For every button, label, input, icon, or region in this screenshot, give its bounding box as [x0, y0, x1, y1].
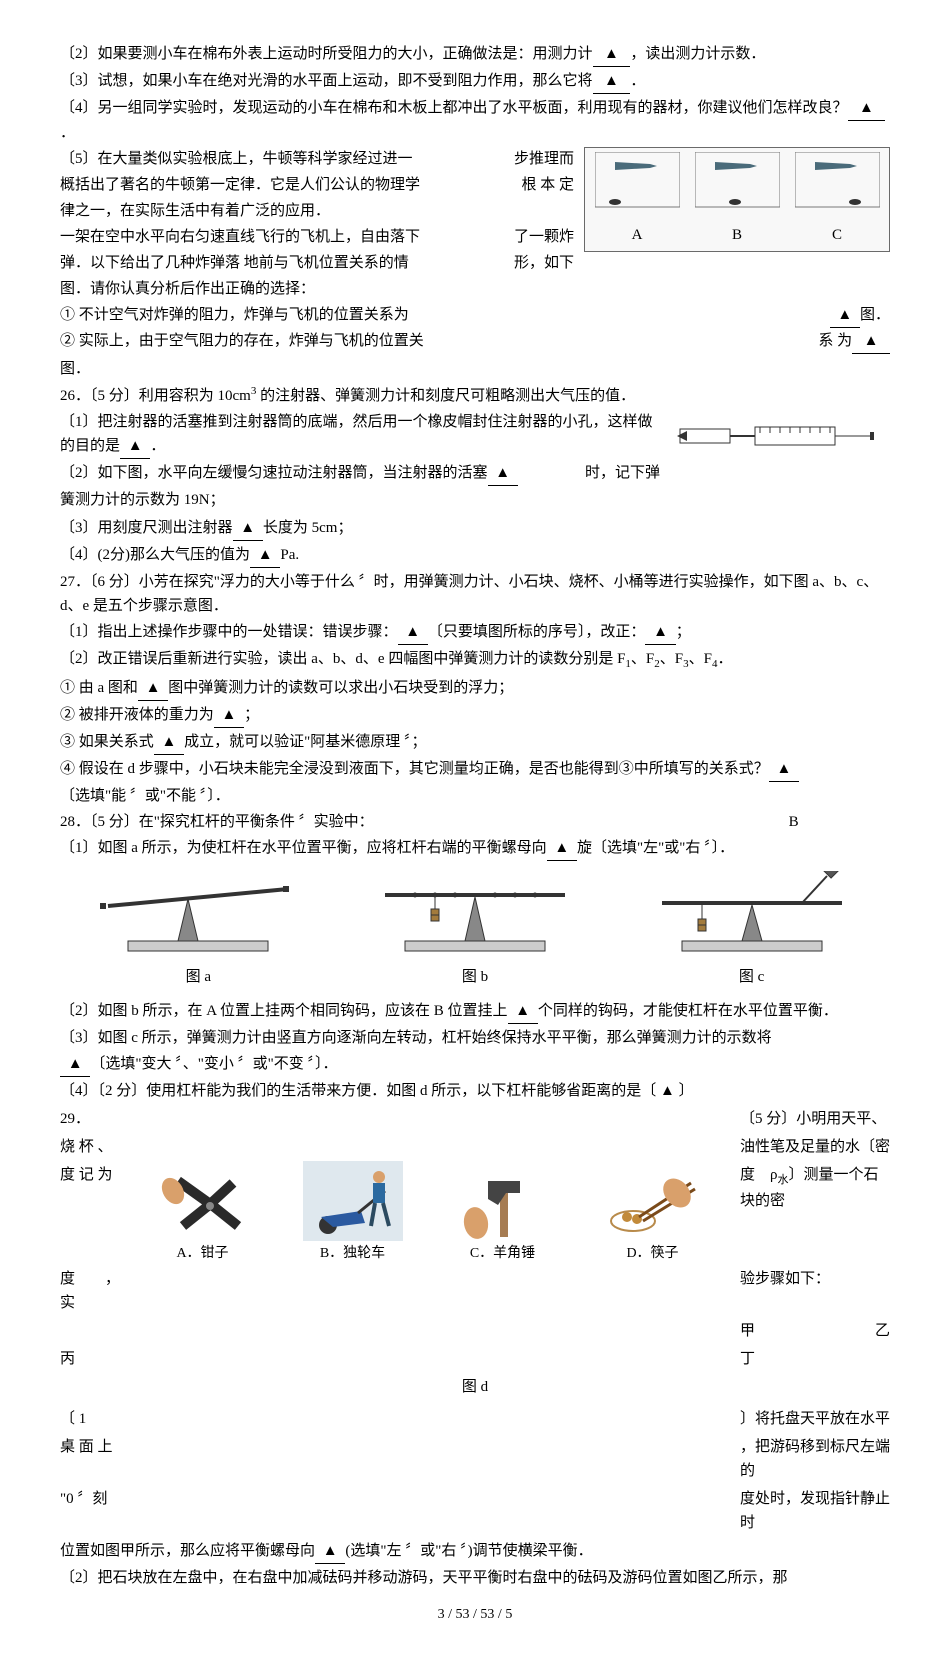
q29-block: 29． 〔5 分〕小明用天平、 烧 杯 、 油性笔及足量的水〔密 度 记 为 度…: [60, 1105, 890, 1537]
jet-a-label: A: [632, 223, 643, 247]
q25-l5h: 弹．以下给出了几种炸弹落 地前与飞机位置关系的情形，如下: [60, 251, 890, 275]
lever-b-caption: 图 b: [462, 965, 488, 989]
hammer-svg: [458, 1171, 548, 1241]
q25-line3: 〔3〕试想，如果小车在绝对光滑的水平面上运动，即不受到阻力作用，那么它将 ▲ ．: [60, 69, 890, 94]
fig-d-caption: 图 d: [60, 1375, 890, 1399]
q28-l3: 〔3〕如图 c 所示，弹簧测力计由竖直方向逐渐向左转动，杠杆始终保持水平平衡，那…: [60, 1026, 890, 1050]
opt-d: D．筷子: [626, 1243, 678, 1265]
opt-a: A．钳子: [176, 1243, 228, 1265]
lever-c-svg: [642, 871, 862, 961]
q28-head: 28．〔5 分〕在"探究杠杆的平衡条件 〞实验中：B: [60, 810, 890, 834]
lever-figures: 图 a 图 b 图 c: [60, 871, 890, 989]
q28-l4: 〔4〕〔2 分〕使用杠杆能为我们的生活带来方便．如图 d 所示，以下杠杆能够省距…: [60, 1079, 890, 1103]
opt-c: C．羊角锤: [470, 1243, 535, 1265]
jets-figure: A B C: [584, 147, 890, 252]
lever-a-svg: [88, 871, 308, 961]
q28-l1: 〔1〕如图 a 所示，为使杠杆在水平位置平衡，应将杠杆右端的平衡螺母向 ▲ 旋〔…: [60, 836, 890, 861]
q25-l5k: ① 不计空气对炸弹的阻力，炸弹与飞机的位置关系为 ▲ 图．: [60, 303, 890, 327]
q29-h: 29．: [60, 1107, 120, 1131]
blank: ▲: [848, 96, 886, 121]
blank: ▲: [593, 42, 631, 67]
chopsticks-svg: [603, 1171, 703, 1241]
q25-line2: 〔2〕如果要测小车在棉布外表上运动时所受阻力的大小，正确做法是：用测力计 ▲ ，…: [60, 42, 890, 67]
q27-l5: ③ 如果关系式 ▲ 成立，就可以验证"阿基米德原理 〞；: [60, 730, 890, 755]
q26-l2c: 簧测力计的示数为 19N；: [60, 488, 890, 512]
q27-l1: 〔1〕指出上述操作步骤中的一处错误：错误步骤： ▲ 〔只要填图所标的序号〕，改正…: [60, 620, 890, 645]
lever-a-caption: 图 a: [186, 965, 211, 989]
wheelbarrow-svg: [303, 1161, 403, 1241]
blank: ▲: [593, 69, 631, 94]
q25-l5m: ② 实际上，由于空气阻力的存在，炸弹与飞机的位置关系 为 ▲: [60, 329, 890, 353]
q27-l6: ④ 假设在 d 步骤中，小石块未能完全浸没到液面下，其它测量均正确，是否也能得到…: [60, 757, 890, 782]
q29-l10: 位置如图甲所示，那么应将平衡螺母向 ▲ (选填"左 〞或"右 〞)调节使横梁平衡…: [60, 1539, 890, 1564]
pliers-svg: [158, 1171, 248, 1241]
q27-head: 27．〔6 分〕小芳在探究"浮力的大小等于什么 〞时，用弹簧测力计、小石块、烧杯…: [60, 570, 890, 618]
lever-c-caption: 图 c: [739, 965, 764, 989]
jet-a-svg: [595, 152, 680, 217]
jet-c-svg: [795, 152, 880, 217]
opt-b: B．独轮车: [320, 1243, 385, 1265]
q27-l6b: 〔选填"能 〞或"不能 〞〕．: [60, 784, 890, 808]
q26-l2: 〔2〕如下图，水平向左缓慢匀速拉动注射器筒，当注射器的活塞 ▲ 时，记下弹: [60, 461, 890, 486]
q27-l4: ② 被排开液体的重力为 ▲ ；: [60, 703, 890, 728]
q25-l5o: 图．: [60, 357, 890, 381]
blank: ▲: [120, 434, 150, 459]
syringe-figure: [670, 410, 890, 462]
lever-b-svg: [365, 871, 585, 961]
blank: ▲: [488, 461, 518, 486]
q26-l4: 〔4〕(2分)那么大气压的值为 ▲ Pa.: [60, 543, 890, 568]
q29-r1: 〔5 分〕小明用天平、: [740, 1107, 890, 1131]
q26-head: 26．〔5 分〕利用容积为 10cm3 的注射器、弹簧测力计和刻度尺可粗略测出大…: [60, 383, 890, 408]
q27-l2: 〔2〕改正错误后重新进行实验，读出 a、b、d、e 四幅图中弹簧测力计的读数分别…: [60, 647, 890, 674]
q25-line4: 〔4〕另一组同学实验时，发现运动的小车在棉布和木板上都冲出了水平板面，利用现有的…: [60, 96, 890, 145]
jet-b-label: B: [732, 223, 742, 247]
page-footer: 3 / 53 / 53 / 5: [60, 1604, 890, 1626]
q29-l11: 〔2〕把石块放在左盘中，在右盘中加减砝码并移动游码，天平平衡时右盘中的砝码及游码…: [60, 1566, 890, 1590]
q25-l5j: 图．请你认真分析后作出正确的选择：: [60, 277, 890, 301]
q28-l3b: ▲ 〔选填"变大 〞、"变小 〞或"不变 〞〕．: [60, 1052, 890, 1077]
q27-l3: ① 由 a 图和 ▲ 图中弹簧测力计的读数可以求出小石块受到的浮力；: [60, 676, 890, 701]
q28-l2: 〔2〕如图 b 所示，在 A 位置上挂两个相同钩码，应该在 B 位置挂上 ▲ 个…: [60, 999, 890, 1024]
jet-b-svg: [695, 152, 780, 217]
jet-c-label: C: [832, 223, 842, 247]
q26-l3: 〔3〕用刻度尺测出注射器 ▲ 长度为 5cm；: [60, 516, 890, 541]
